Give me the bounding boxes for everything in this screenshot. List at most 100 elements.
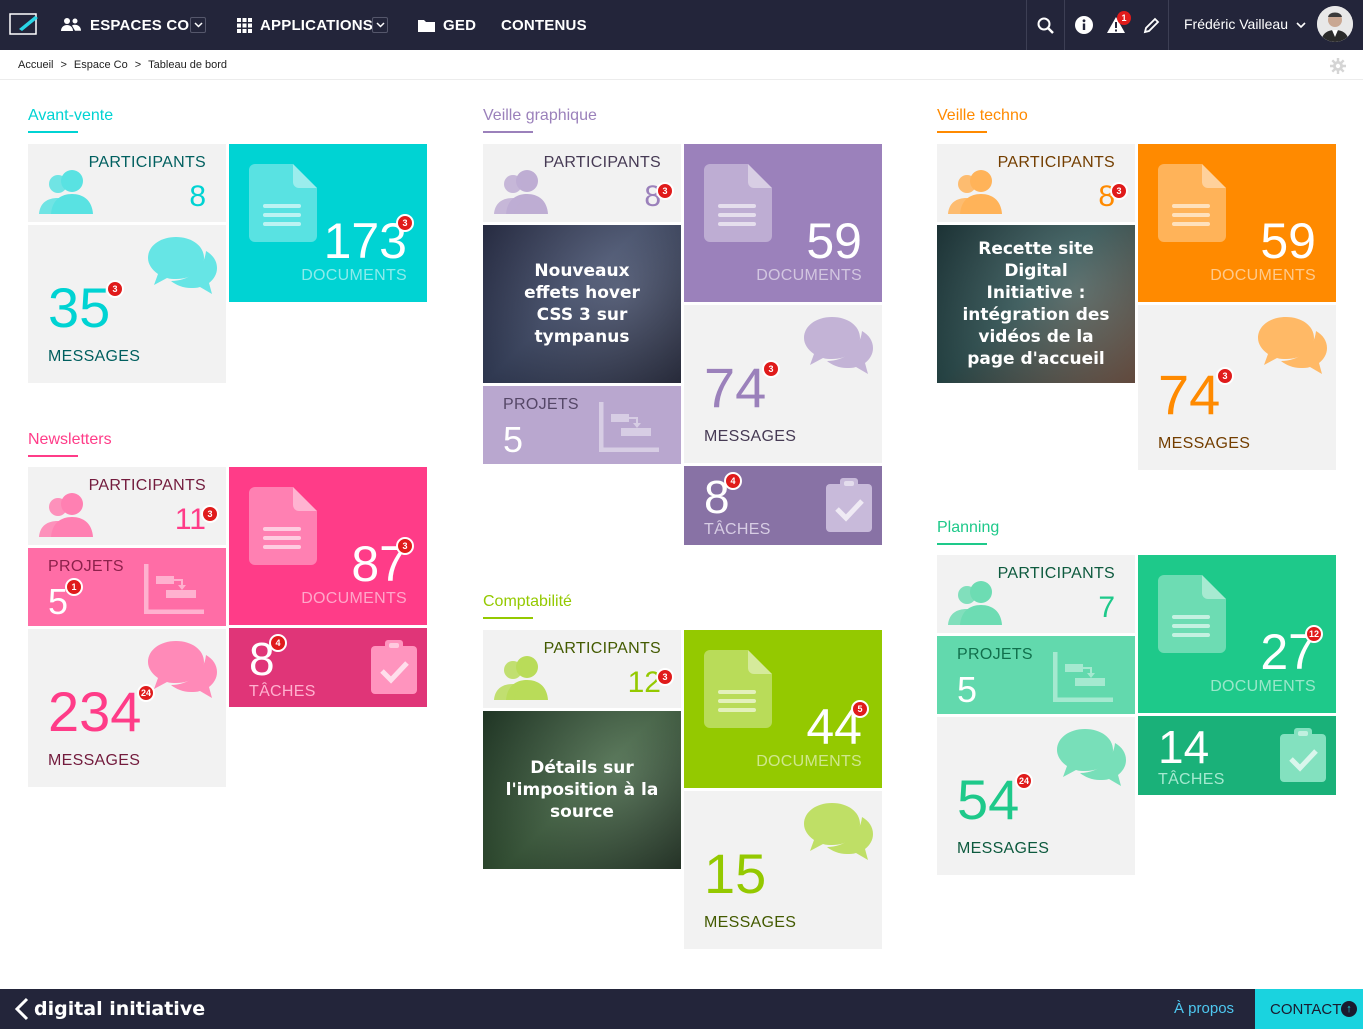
projects-label: PROJETS xyxy=(48,558,124,575)
news-card[interactable]: Détails sur l'imposition à la source xyxy=(483,711,681,869)
about-link[interactable]: À propos xyxy=(1174,1000,1235,1017)
news-title: Nouveaux effets hover CSS 3 sur tympanus xyxy=(524,261,640,347)
projects-count: 5 xyxy=(48,581,69,622)
documents-tile[interactable]: 27 DOCUMENTS 12 xyxy=(1138,555,1336,713)
breadcrumb-espace-co[interactable]: Espace Co xyxy=(73,59,128,71)
news-title: Recette site Digital Initiative : intégr… xyxy=(962,239,1110,369)
section-title-text: Newsletters xyxy=(28,431,112,448)
news-title-wrap: Recette site Digital Initiative : intégr… xyxy=(937,225,1135,383)
avatar[interactable] xyxy=(1317,6,1353,42)
projects-tile[interactable]: PROJETS 5 1 xyxy=(28,548,226,626)
nav-applications[interactable]: APPLICATIONS xyxy=(237,0,373,50)
section-title-comptabilite[interactable]: Comptabilité xyxy=(483,593,572,619)
section-title-planning[interactable]: Planning xyxy=(937,519,999,545)
nav-ged[interactable]: GED xyxy=(418,0,476,50)
participants-icon xyxy=(945,164,1005,221)
breadcrumb-accueil[interactable]: Accueil xyxy=(18,59,54,71)
section-title-veille-techno[interactable]: Veille techno xyxy=(937,107,1028,133)
documents-label: DOCUMENTS xyxy=(1210,678,1316,695)
documents-label: DOCUMENTS xyxy=(756,267,862,284)
messages-tile[interactable]: 74 MESSAGES 3 xyxy=(1138,305,1336,470)
notification-badge: 5 xyxy=(851,700,869,718)
messages-tile[interactable]: 35 MESSAGES 3 xyxy=(28,225,226,383)
participants-tile[interactable]: PARTICIPANTS 7 xyxy=(937,555,1135,633)
documents-tile[interactable]: 59 DOCUMENTS xyxy=(684,144,882,302)
section-title-text: Comptabilité xyxy=(483,593,572,610)
messages-count: 234 xyxy=(48,680,142,743)
notification-badge: 4 xyxy=(724,472,742,490)
breadcrumb-current: Tableau de bord xyxy=(148,59,228,71)
footer-logo[interactable]: digital initiative xyxy=(14,997,205,1021)
news-title-wrap: Nouveaux effets hover CSS 3 sur tympanus xyxy=(483,225,681,383)
documents-tile[interactable]: 59 DOCUMENTS xyxy=(1138,144,1336,302)
chat-icon xyxy=(146,235,218,302)
diamond-logo-icon xyxy=(14,997,29,1021)
user-menu[interactable]: Frédéric Vailleau xyxy=(1184,16,1306,32)
breadcrumb-separator: > xyxy=(134,59,142,71)
documents-label: DOCUMENTS xyxy=(301,267,407,284)
notification-badge: 3 xyxy=(1216,367,1234,385)
participants-tile[interactable]: PARTICIPANTS 8 xyxy=(28,144,226,222)
arrow-up-icon: ↑ xyxy=(1341,1001,1357,1017)
documents-tile[interactable]: 44 DOCUMENTS 5 xyxy=(684,630,882,788)
document-icon xyxy=(704,164,772,247)
tasks-tile[interactable]: 14 TÂCHES xyxy=(1138,716,1336,795)
section-title-veille-graphique[interactable]: Veille graphique xyxy=(483,107,597,133)
messages-tile[interactable]: 74 MESSAGES 3 xyxy=(684,305,882,463)
participants-label: PARTICIPANTS xyxy=(997,154,1115,171)
applications-dropdown-button[interactable] xyxy=(372,17,388,33)
participants-label: PARTICIPANTS xyxy=(543,154,661,171)
contact-button[interactable]: CONTACT ↑ xyxy=(1255,989,1363,1029)
clipboard-check-icon xyxy=(1280,728,1326,787)
document-icon xyxy=(249,487,317,570)
section-underline xyxy=(28,455,78,457)
messages-count: 74 xyxy=(1158,363,1221,426)
chat-icon xyxy=(1256,315,1328,382)
app-logo-icon[interactable] xyxy=(9,12,39,36)
section-underline xyxy=(28,131,78,133)
notification-badge: 3 xyxy=(656,668,674,686)
nav-label: CONTENUS xyxy=(501,16,587,34)
participants-count: 7 xyxy=(1098,591,1115,624)
participants-tile[interactable]: PARTICIPANTS 8 3 xyxy=(483,144,681,222)
settings-gear-icon[interactable] xyxy=(1330,58,1346,74)
nav-contenus[interactable]: CONTENUS xyxy=(501,0,587,50)
projects-tile[interactable]: PROJETS 5 xyxy=(937,636,1135,714)
notification-badge: 3 xyxy=(201,505,219,523)
section-title-text: Veille graphique xyxy=(483,107,597,124)
participants-tile[interactable]: PARTICIPANTS 12 3 xyxy=(483,630,681,708)
participants-tile[interactable]: PARTICIPANTS 11 3 xyxy=(28,467,226,545)
nav-espaces-co[interactable]: ESPACES CO xyxy=(60,0,189,50)
nav-label: APPLICATIONS xyxy=(260,16,373,34)
news-card[interactable]: Recette site Digital Initiative : intégr… xyxy=(937,225,1135,383)
alerts-button[interactable] xyxy=(1102,0,1130,50)
participants-tile[interactable]: PARTICIPANTS 8 3 xyxy=(937,144,1135,222)
messages-count: 74 xyxy=(704,356,767,419)
notification-badge: 3 xyxy=(762,360,780,378)
gantt-icon xyxy=(598,400,661,457)
tasks-label: TÂCHES xyxy=(249,683,316,700)
messages-tile[interactable]: 234 MESSAGES 24 xyxy=(28,629,226,787)
messages-count: 54 xyxy=(957,768,1020,831)
messages-label: MESSAGES xyxy=(48,348,141,365)
espaces-dropdown-button[interactable] xyxy=(190,17,206,33)
section-underline xyxy=(483,131,533,133)
projects-tile[interactable]: PROJETS 5 xyxy=(483,386,681,464)
documents-tile[interactable]: 87 DOCUMENTS 3 xyxy=(229,467,427,625)
participants-label: PARTICIPANTS xyxy=(88,154,206,171)
search-button[interactable] xyxy=(1030,0,1060,50)
tasks-tile[interactable]: 8 TÂCHES 4 xyxy=(229,628,427,707)
document-icon xyxy=(1158,164,1226,247)
tasks-tile[interactable]: 8 TÂCHES 4 xyxy=(684,466,882,545)
section-title-avant-vente[interactable]: Avant-vente xyxy=(28,107,113,133)
participants-label: PARTICIPANTS xyxy=(543,640,661,657)
section-title-newsletters[interactable]: Newsletters xyxy=(28,431,112,457)
info-button[interactable] xyxy=(1070,0,1098,50)
messages-tile[interactable]: 54 MESSAGES 24 xyxy=(937,717,1135,875)
notification-badge: 12 xyxy=(1305,625,1323,643)
messages-tile[interactable]: 15 MESSAGES xyxy=(684,791,882,949)
edit-button[interactable] xyxy=(1138,0,1164,50)
documents-tile[interactable]: 173 DOCUMENTS 3 xyxy=(229,144,427,302)
news-card[interactable]: Nouveaux effets hover CSS 3 sur tympanus xyxy=(483,225,681,383)
tasks-label: TÂCHES xyxy=(1158,771,1225,788)
